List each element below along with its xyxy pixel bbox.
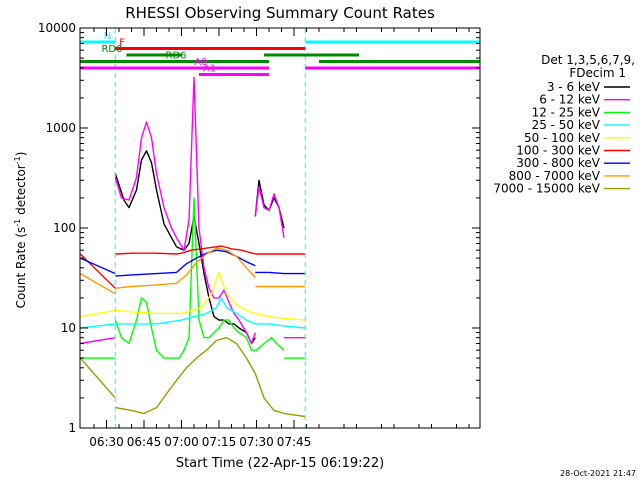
x-tick-label: 07:00 <box>164 435 199 449</box>
series-line-800-7000-kev <box>79 272 116 295</box>
flag-label-n: N <box>104 31 111 42</box>
series-line-100-300-kev <box>79 253 116 289</box>
x-tick-label: 07:45 <box>277 435 312 449</box>
legend-label-100-300-kev: 100 - 300 keV <box>516 144 600 158</box>
flag-label-f: F <box>119 38 125 49</box>
series-line-25-50-kev <box>80 297 306 329</box>
flag-label-a1: A1 <box>203 64 216 75</box>
series-line-300-800-kev <box>115 249 256 277</box>
footer-timestamp: 28-Oct-2021 21:47 <box>560 469 636 478</box>
legend-label-12-25-kev: 12 - 25 keV <box>532 105 601 119</box>
y-tick-label: 10000 <box>38 21 76 35</box>
legend-label-7000-15000-kev: 7000 - 15000 keV <box>493 182 600 196</box>
y-axis: 1 10 100 1000 10000 <box>38 21 480 435</box>
flag-label-a0: A0 <box>194 57 207 68</box>
series-line-800-7000-kev <box>115 247 256 289</box>
plot-marks <box>79 28 306 428</box>
legend-header-line-2: FDecim 1 <box>569 66 626 80</box>
y-tick-label: 10 <box>61 321 76 335</box>
series-line-300-800-kev <box>255 271 306 275</box>
flag-label-rd6: RD6 <box>166 51 187 62</box>
x-tick-label: 06:45 <box>127 435 162 449</box>
legend-label-6-12-kev: 6 - 12 keV <box>539 93 601 107</box>
legend-label-25-50-kev: 25 - 50 keV <box>532 118 601 132</box>
series-line-6-12-kev <box>254 185 285 238</box>
series-line-50-100-kev <box>80 271 306 321</box>
y-axis-label: Count Rate (s-1 detector-1) <box>13 152 28 309</box>
series-line-3-6-kev <box>114 150 256 345</box>
series-line-7000-15000-kev <box>79 357 116 399</box>
series-line-12-25-kev <box>114 197 285 359</box>
legend-label-50-100-kev: 50 - 100 keV <box>524 131 601 145</box>
plot-frame <box>79 27 481 429</box>
flag-label-rd0: RD0 <box>101 44 122 55</box>
x-tick-label: 07:15 <box>202 435 237 449</box>
series-line-100-300-kev <box>115 245 256 255</box>
legend-label-800-7000-kev: 800 - 7000 keV <box>509 169 601 183</box>
x-tick-label: 07:30 <box>239 435 274 449</box>
y-tick-label: 100 <box>53 221 76 235</box>
legend-header-line-1: Det 1,3,5,6,7,9, <box>541 53 635 67</box>
x-axis: 06:30 06:45 07:00 07:15 07:30 07:45 <box>89 28 470 449</box>
series-line-6-12-kev <box>80 337 116 345</box>
chart-title: RHESSI Observing Summary Count Rates <box>125 4 435 22</box>
x-tick-label: 06:30 <box>89 435 124 449</box>
y-tick-label: 1000 <box>45 121 76 135</box>
legend-label-300-800-kev: 300 - 800 keV <box>516 156 600 170</box>
y-tick-label: 1 <box>68 421 76 435</box>
series-line-7000-15000-kev <box>115 337 306 418</box>
series-line-6-12-kev <box>114 76 256 345</box>
series-line-300-800-kev <box>80 257 116 275</box>
legend-label-3-6-kev: 3 - 6 keV <box>547 80 601 94</box>
x-axis-label: Start Time (22-Apr-15 06:19:22) <box>176 456 384 471</box>
